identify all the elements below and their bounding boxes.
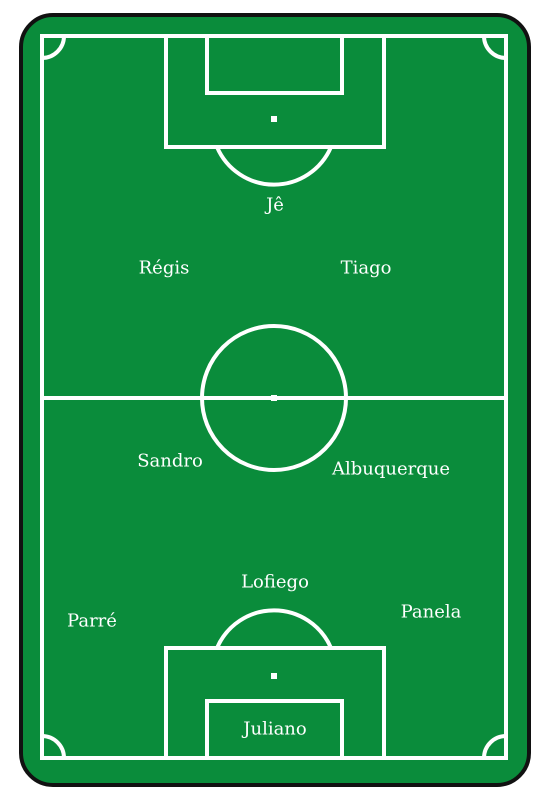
player-panela[interactable]: Panela	[400, 601, 462, 623]
player-lofiego[interactable]: Lofiego	[241, 571, 309, 593]
center-spot	[271, 395, 277, 401]
player-albuquerque[interactable]: Albuquerque	[331, 458, 451, 480]
corner-arc-bottom-right	[482, 734, 507, 759]
player-tiago[interactable]: Tiago	[340, 257, 392, 279]
top-penalty-spot	[271, 116, 277, 122]
bottom-penalty-arc	[215, 608, 333, 649]
bottom-penalty-spot	[271, 673, 277, 679]
corner-arc-top-left	[41, 35, 66, 60]
player-juliano[interactable]: Juliano	[243, 718, 307, 740]
top-penalty-arc	[215, 146, 333, 187]
center-circle	[200, 324, 348, 472]
player-sandro[interactable]: Sandro	[137, 450, 203, 472]
player-je[interactable]: Jê	[266, 194, 284, 216]
player-regis[interactable]: Régis	[138, 257, 190, 279]
top-goal-area	[205, 34, 344, 95]
bottom-goal-area	[205, 699, 344, 760]
corner-arc-top-right	[482, 35, 507, 60]
corner-arc-bottom-left	[41, 734, 66, 759]
player-parre[interactable]: Parré	[67, 610, 117, 632]
